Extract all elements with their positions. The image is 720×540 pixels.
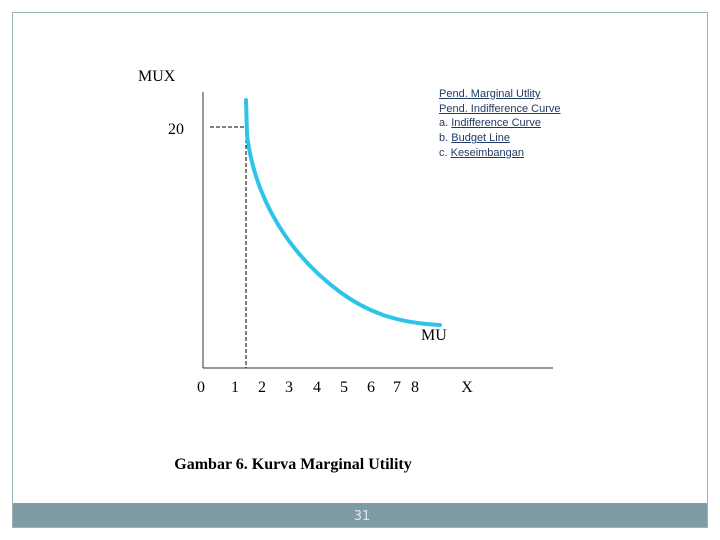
x-label: 2 [258, 379, 266, 396]
caption: Gambar 6. Kurva Marginal Utility [174, 456, 411, 473]
link-prefix: b. [439, 132, 449, 145]
x-label: 0 [197, 379, 205, 396]
x-label: 8 [411, 379, 419, 396]
link-prefix: c. [439, 146, 448, 159]
x-label: 3 [285, 379, 293, 396]
footer-bar [13, 503, 707, 527]
link[interactable]: Pend. Indifference Curve [439, 102, 561, 115]
x-label: 7 [393, 379, 401, 396]
curve-label: MU [421, 327, 447, 344]
link[interactable]: Budget Line [451, 132, 510, 145]
x-label: 6 [367, 379, 375, 396]
link-row: a. Indifference Curve [439, 116, 560, 131]
link-prefix: a. [439, 117, 449, 130]
link-row: Pend. Marginal Utlity [439, 87, 560, 102]
x-label: 4 [313, 379, 321, 396]
y-axis-label: MUX [138, 68, 176, 85]
link-list: Pend. Marginal Utlity Pend. Indifference … [439, 87, 560, 161]
link-row: b. Budget Line [439, 131, 560, 146]
link[interactable]: Keseimbangan [450, 146, 525, 159]
y-mark: 20 [168, 121, 184, 138]
mu-curve [244, 98, 442, 327]
x-axis-label: X [461, 379, 473, 396]
page-number: 31 [354, 509, 371, 524]
link-row: c. Keseimbangan [439, 146, 560, 161]
x-label: 5 [340, 379, 348, 396]
link[interactable]: Pend. Marginal Utlity [439, 88, 541, 100]
link[interactable]: Indifference Curve [451, 117, 541, 130]
link-row: Pend. Indifference Curve [439, 102, 560, 117]
x-label: 1 [231, 379, 239, 396]
slide-border [12, 12, 708, 528]
